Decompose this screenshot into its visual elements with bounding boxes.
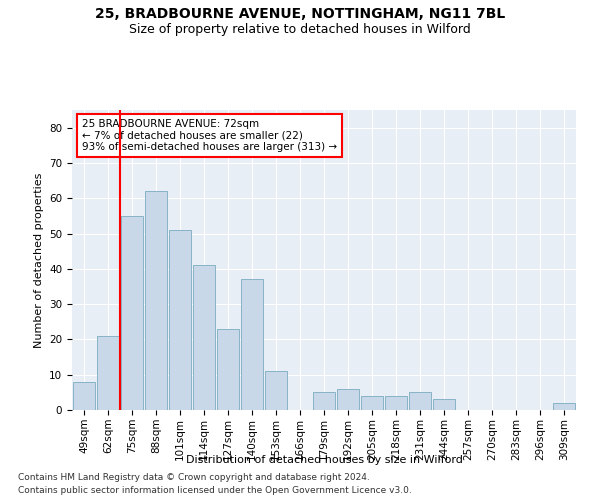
Bar (337, 389, 359, 410)
Text: 25, BRADBOURNE AVENUE, NOTTINGHAM, NG11 7BL: 25, BRADBOURNE AVENUE, NOTTINGHAM, NG11 … (95, 8, 505, 22)
Text: Contains HM Land Registry data © Crown copyright and database right 2024.: Contains HM Land Registry data © Crown c… (18, 474, 370, 482)
Y-axis label: Number of detached properties: Number of detached properties (34, 172, 44, 348)
Bar (241, 280, 263, 410)
Bar (313, 392, 335, 410)
Text: 25 BRADBOURNE AVENUE: 72sqm
← 7% of detached houses are smaller (22)
93% of semi: 25 BRADBOURNE AVENUE: 72sqm ← 7% of deta… (82, 119, 337, 152)
Bar (73, 382, 95, 410)
Bar (145, 191, 167, 410)
Text: Contains public sector information licensed under the Open Government Licence v3: Contains public sector information licen… (18, 486, 412, 495)
Bar (385, 396, 407, 410)
Bar (361, 396, 383, 410)
Bar (217, 329, 239, 410)
Bar (121, 216, 143, 410)
Bar (97, 336, 119, 410)
Bar (409, 392, 431, 410)
Text: Distribution of detached houses by size in Wilford: Distribution of detached houses by size … (185, 455, 463, 465)
Text: Size of property relative to detached houses in Wilford: Size of property relative to detached ho… (129, 22, 471, 36)
Bar (553, 403, 575, 410)
Bar (169, 230, 191, 410)
Bar (265, 371, 287, 410)
Bar (433, 400, 455, 410)
Bar (193, 266, 215, 410)
